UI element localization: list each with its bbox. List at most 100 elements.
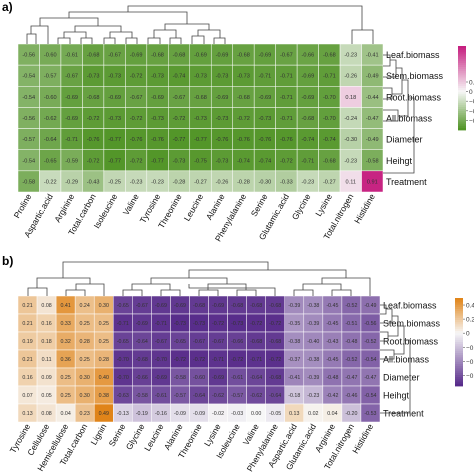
legend-tick-label: 0.2 <box>469 80 474 87</box>
cell-value-label: -0.69 <box>136 321 148 327</box>
cell-value-label: -0.25 <box>108 179 121 185</box>
cell-value-label: -0.69 <box>108 95 121 101</box>
cell-value-label: -0.71 <box>117 321 129 327</box>
cell-value-label: -0.74 <box>237 158 250 164</box>
cell-value-label: -0.69 <box>259 53 272 59</box>
column-label: Proline <box>12 192 34 220</box>
cell-value-label: -0.72 <box>87 158 100 164</box>
cell-value-label: 0.25 <box>60 375 70 381</box>
cell-value-label: -0.38 <box>307 357 319 363</box>
cell-value-label: -0.68 <box>269 339 281 345</box>
row-label: Diameter <box>383 373 420 383</box>
cell-value-label: -0.73 <box>173 158 186 164</box>
column-label: Serine <box>249 192 270 219</box>
column-label: Leucine <box>142 422 166 453</box>
cell-value-label: 0.07 <box>22 393 32 399</box>
cell-value-label: -0.67 <box>108 53 121 59</box>
cell-value-label: -0.68 <box>136 357 148 363</box>
cell-value-label: -0.26 <box>344 74 357 80</box>
cell-value-label: -0.68 <box>250 303 262 309</box>
cell-value-label: -0.19 <box>136 411 148 417</box>
cell-value-label: 0.18 <box>41 339 51 345</box>
cell-value-label: -0.73 <box>231 321 243 327</box>
row-label: Heihgt <box>383 391 410 401</box>
cell-value-label: -0.68 <box>231 303 243 309</box>
cell-value-label: -0.53 <box>364 411 376 417</box>
undefined <box>383 54 415 174</box>
cell-value-label: -0.72 <box>280 158 293 164</box>
cell-value-label: 0.18 <box>345 95 356 101</box>
cell-value-label: -0.76 <box>237 137 250 143</box>
cell-value-label: -0.68 <box>269 375 281 381</box>
cell-value-label: -0.69 <box>174 303 186 309</box>
cell-value-label: -0.54 <box>364 357 376 363</box>
cell-value-label: -0.48 <box>345 339 357 345</box>
row-label: Stem.biomass <box>383 319 441 329</box>
heatmap-cell <box>361 170 384 193</box>
column-label: Glycine <box>290 192 313 222</box>
cell-value-label: -0.69 <box>155 303 167 309</box>
cell-value-label: -0.68 <box>194 95 207 101</box>
cell-value-label: -0.41 <box>288 375 300 381</box>
cell-value-label: -0.72 <box>193 357 205 363</box>
legend-tick-label: 0 <box>466 331 470 338</box>
cell-value-label: 0.19 <box>22 339 32 345</box>
cell-value-label: -0.72 <box>130 74 143 80</box>
color-legend: 0.4 0.2 0 −0.2 −0.4 −0.6 <box>455 298 474 387</box>
cell-value-label: -0.72 <box>231 357 243 363</box>
cell-value-label: 0.40 <box>99 375 109 381</box>
cell-value-label: -0.61 <box>231 375 243 381</box>
cell-value-label: -0.70 <box>155 357 167 363</box>
undefined <box>27 261 371 296</box>
legend-tick-label: −0.2 <box>466 345 474 352</box>
cell-value-label: -0.56 <box>22 53 35 59</box>
cell-value-label: -0.72 <box>237 116 250 122</box>
cell-value-label: -0.49 <box>364 303 376 309</box>
cell-value-label: 0.32 <box>60 339 70 345</box>
cell-value-label: -0.69 <box>65 95 78 101</box>
cell-value-label: -0.02 <box>212 411 224 417</box>
cell-value-label: -0.27 <box>194 179 207 185</box>
cell-value-label: -0.68 <box>237 95 250 101</box>
legend-tick-label: −0.4 <box>466 359 474 366</box>
cell-value-label: -0.64 <box>269 393 281 399</box>
cell-value-label: -0.52 <box>364 339 376 345</box>
cell-value-label: -0.43 <box>87 179 100 185</box>
cell-value-label: -0.68 <box>151 53 164 59</box>
cell-value-label: -0.61 <box>155 393 167 399</box>
cell-value-label: -0.71 <box>250 357 262 363</box>
cell-value-label: -0.45 <box>326 321 338 327</box>
cell-value-label: 0.00 <box>251 411 261 417</box>
cell-value-label: -0.77 <box>173 137 186 143</box>
cell-value-label: -0.69 <box>65 116 78 122</box>
cell-value-label: -0.59 <box>65 158 78 164</box>
cell-value-label: -0.30 <box>259 179 272 185</box>
cell-value-label: -0.23 <box>344 53 357 59</box>
cell-value-label: 0.41 <box>60 303 70 309</box>
cell-value-label: -0.72 <box>130 116 143 122</box>
cell-value-label: -0.68 <box>87 95 100 101</box>
cell-value-label: -0.70 <box>117 375 129 381</box>
cell-value-label: -0.05 <box>269 411 281 417</box>
cell-value-label: -0.24 <box>344 116 357 122</box>
cell-value-label: -0.39 <box>288 303 300 309</box>
cell-value-label: -0.68 <box>323 158 336 164</box>
cell-value-label: -0.37 <box>288 357 300 363</box>
cell-value-label: -0.69 <box>216 53 229 59</box>
legend-tick-label: −0.2 <box>469 99 474 106</box>
cell-value-label: 0.33 <box>60 321 70 327</box>
color-legend: 0.2 0 −0.2 −0.4 −0.6 <box>458 46 474 131</box>
cell-value-label: 0.11 <box>42 357 52 363</box>
cell-value-label: -0.69 <box>212 303 224 309</box>
cell-value-label: -0.73 <box>194 116 207 122</box>
cell-value-label: -0.70 <box>323 95 336 101</box>
cell-value-label: -0.33 <box>280 179 293 185</box>
row-label: Leaf.biomass <box>386 50 440 60</box>
cell-value-label: -0.54 <box>22 95 35 101</box>
cell-value-label: -0.09 <box>174 411 186 417</box>
cell-value-label: -0.76 <box>259 137 272 143</box>
cell-value-label: -0.23 <box>307 393 319 399</box>
panel-b-label: b) <box>2 254 14 268</box>
row-label: Treatment <box>386 177 427 187</box>
cell-value-label: -0.62 <box>250 393 262 399</box>
